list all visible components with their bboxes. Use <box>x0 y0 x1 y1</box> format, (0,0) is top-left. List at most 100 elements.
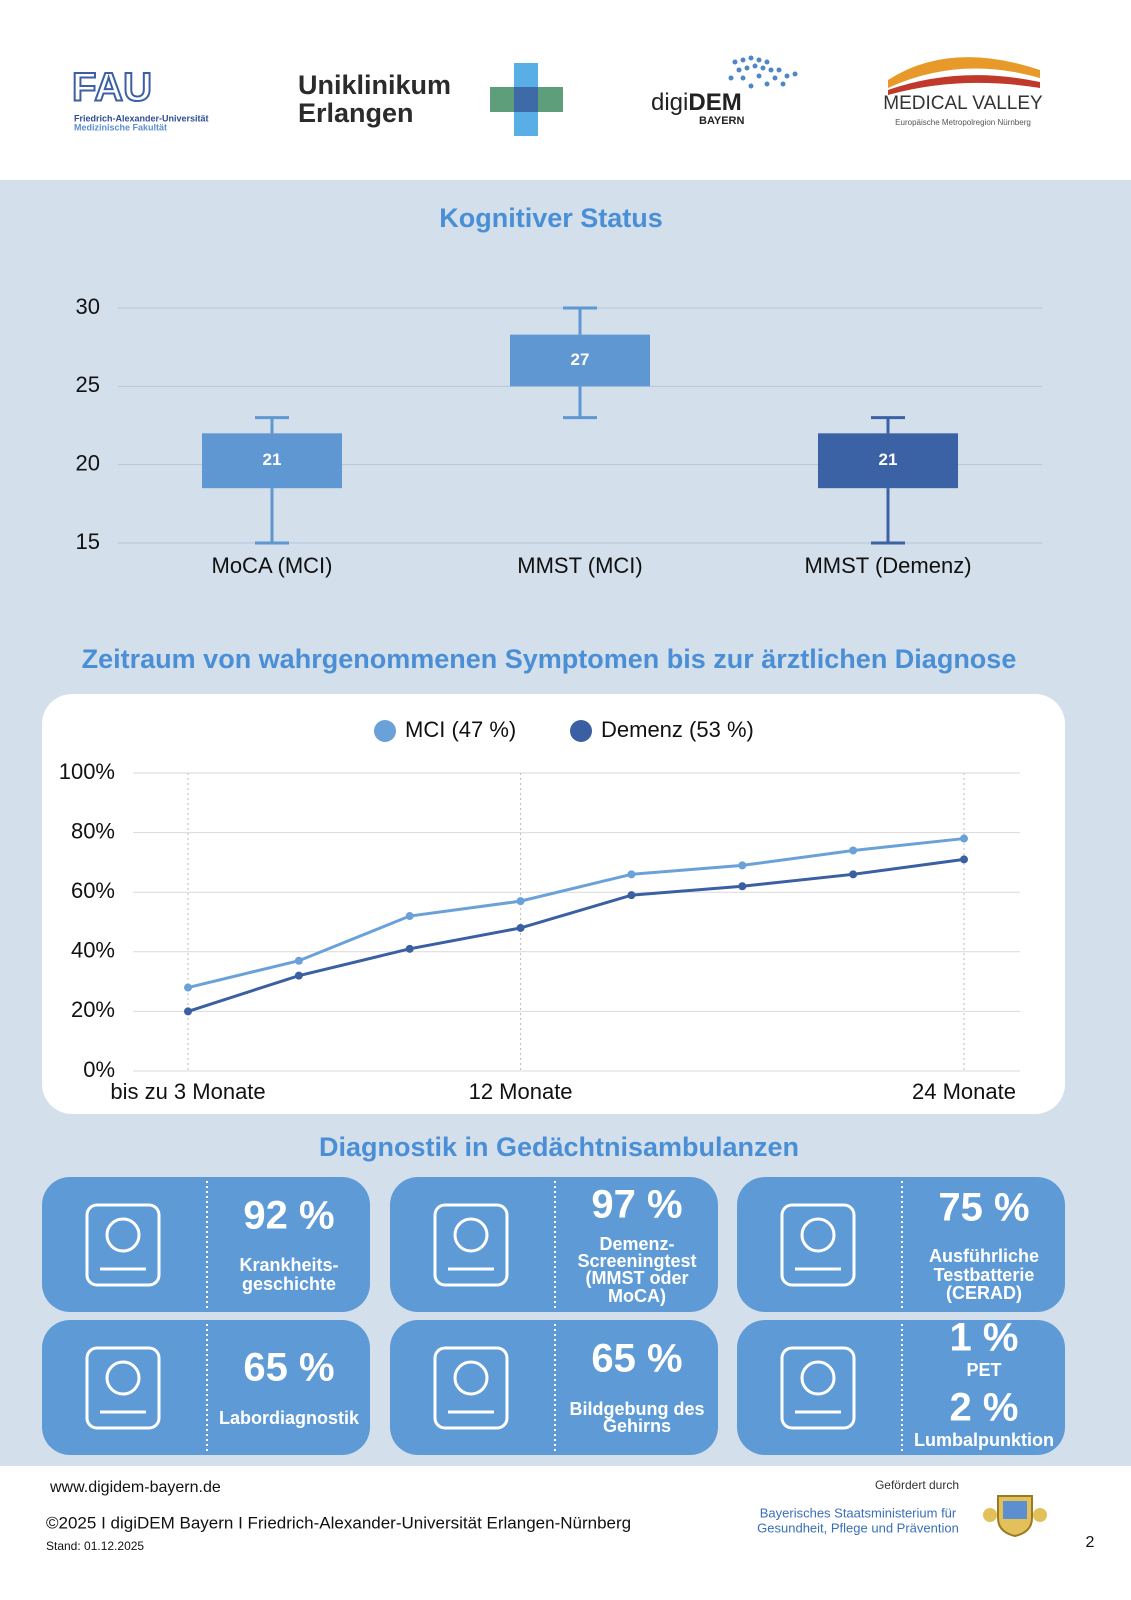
digidem-prefix: digi <box>651 89 688 116</box>
percent: 65 % <box>243 1346 334 1390</box>
y-tick-label: 40% <box>71 938 115 963</box>
icon-circle <box>453 1217 489 1253</box>
y-tick-label: 20 <box>76 450 100 475</box>
diagnostic-cards: 92 % Krankheits-geschichte 97 % Demenz-Scre… <box>42 1177 1065 1455</box>
point <box>516 897 525 906</box>
card-label: Bildgebung des <box>570 1399 705 1419</box>
card-label: Gehirns <box>603 1416 671 1436</box>
point <box>294 971 303 980</box>
percent: 2 % <box>950 1386 1019 1430</box>
legend-label: Demenz (53 %) <box>601 717 754 742</box>
box <box>202 433 342 489</box>
digidem-name: DEM <box>688 89 741 116</box>
card-label: Ausführliche <box>929 1246 1039 1266</box>
digidem-logo: digiDEM BAYERN <box>651 55 798 127</box>
y-tick-label: 25 <box>76 372 100 397</box>
footer-copyright: ©2025 I digiDEM Bayern I Friedrich-Alexa… <box>46 1513 631 1532</box>
digidem-dots <box>728 55 798 89</box>
section-title: Diagnostik in Gedächtnisambulanzen <box>319 1132 799 1162</box>
x-tick-label: MoCA (MCI) <box>212 553 333 578</box>
legend-marker <box>570 720 592 742</box>
x-tick-label: 24 Monate <box>912 1079 1016 1104</box>
box-chart: 15 20 25 30 21 MoCA (MCI) 27 MMST (MCI) 21 MMST (… <box>76 294 1042 578</box>
card-background <box>42 1320 370 1455</box>
y-tick-label: 60% <box>71 878 115 903</box>
digidem-sub: BAYERN <box>699 115 744 127</box>
y-tick-label: 100% <box>59 759 115 784</box>
card-label: (MMST oder <box>586 1268 689 1288</box>
card-background <box>390 1177 718 1312</box>
point <box>960 855 968 864</box>
diagnostic-card: 92 % Krankheits-geschichte <box>42 1177 370 1312</box>
point <box>627 870 636 879</box>
box <box>510 334 650 387</box>
percent: 75 % <box>938 1186 1029 1230</box>
percent: 92 % <box>243 1194 334 1238</box>
icon-frame <box>780 1346 856 1430</box>
card-background <box>737 1320 1065 1455</box>
card-label: Testbatterie <box>934 1265 1035 1285</box>
median-label: 27 <box>571 350 590 369</box>
card-icon <box>780 1346 856 1430</box>
point <box>184 983 192 992</box>
line-chart-panel <box>42 694 1065 1114</box>
icon-frame <box>85 1203 161 1287</box>
uniklinikum-line2: Erlangen <box>298 98 414 128</box>
icon-circle <box>800 1217 836 1253</box>
series-line <box>187 837 965 990</box>
medical-valley-name: MEDICAL VALLEY <box>883 93 1043 114</box>
card-label: Krankheits- <box>239 1255 338 1275</box>
box <box>818 433 958 489</box>
icon-frame <box>433 1203 509 1287</box>
coat-of-arms <box>983 1495 1047 1538</box>
point <box>294 956 303 965</box>
percent: 97 % <box>591 1183 682 1227</box>
footer-date: Stand: 01.12.2025 <box>46 1539 144 1553</box>
chart-title: Kognitiver Status <box>439 203 663 233</box>
fau-line1: Friedrich-Alexander-Universität <box>74 113 209 123</box>
y-tick-label: 0% <box>83 1057 115 1082</box>
funded-by: Gefördert durch <box>875 1478 959 1492</box>
chart-title: Zeitraum von wahrgenommenen Symptomen bi… <box>82 644 1017 674</box>
card-background <box>42 1177 370 1312</box>
page-number: 2 <box>1086 1534 1095 1551</box>
card-icon <box>85 1203 161 1287</box>
point <box>738 861 747 870</box>
x-tick-label: bis zu 3 Monate <box>110 1079 265 1104</box>
x-tick-label: 12 Monate <box>469 1079 573 1104</box>
medical-valley-sub: Europäische Metropolregion Nürnberg <box>895 118 1031 127</box>
point <box>627 891 636 900</box>
icon-circle <box>105 1360 141 1396</box>
ministry-line: Bayerisches Staatsministerium für <box>760 1505 957 1520</box>
point <box>738 882 747 891</box>
card-background <box>390 1320 718 1455</box>
icon-frame <box>433 1346 509 1430</box>
median-label: 21 <box>263 450 282 469</box>
x-tick-label: MMST (MCI) <box>517 553 642 578</box>
y-tick-label: 30 <box>76 294 100 319</box>
fau-logo: FAU Friedrich-Alexander-Universität Medi… <box>71 65 209 133</box>
card-label: (CERAD) <box>946 1283 1022 1303</box>
legend-label: MCI (47 %) <box>405 717 516 742</box>
y-tick-label: 80% <box>71 818 115 843</box>
median-label: 21 <box>879 450 898 469</box>
footer-url: www.digidem-bayern.de <box>49 1479 221 1496</box>
line-chart: 0% 20% 40% 60% 80% 100% bis zu 3 Monate 12 Mona… <box>59 717 1020 1104</box>
diagnostic-card: 1 %PET 2 %Lumbalpunktion <box>737 1316 1065 1455</box>
point <box>849 846 858 855</box>
card-label: geschichte <box>242 1274 336 1294</box>
card-icon <box>433 1346 509 1430</box>
ministry-line: Gesundheit, Pflege und Prävention <box>757 1520 959 1535</box>
card-icon <box>85 1346 161 1430</box>
card-label: MoCA) <box>608 1286 666 1306</box>
percent: 1 % <box>950 1316 1019 1360</box>
card-icon <box>780 1203 856 1287</box>
card-label: Labordiagnostik <box>219 1408 360 1428</box>
card-label: PET <box>966 1360 1001 1380</box>
icon-circle <box>105 1217 141 1253</box>
legend-marker <box>374 720 396 742</box>
medical-valley-logo: MEDICAL VALLEY Europäische Metropolregio… <box>883 57 1043 127</box>
